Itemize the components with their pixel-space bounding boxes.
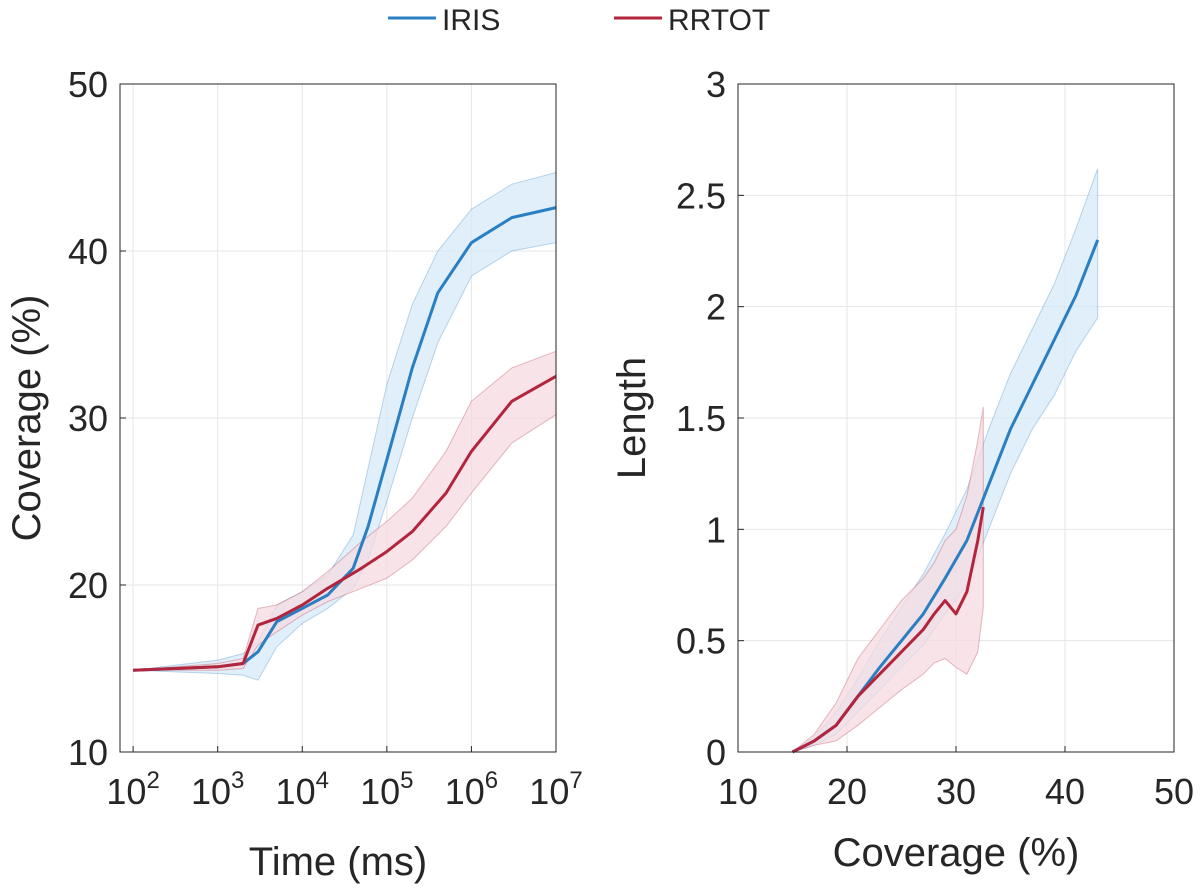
y-tick-label: 1.5 <box>676 398 726 439</box>
x-tick-label: 105 <box>360 767 413 812</box>
lines-right <box>791 239 1100 754</box>
y-tick-label: 2.5 <box>676 175 726 216</box>
x-tick-label: 40 <box>1045 771 1085 812</box>
y-tick-label: 2 <box>706 287 726 328</box>
y-tick-label: 20 <box>68 565 108 606</box>
y-tick-label: 3 <box>706 64 726 105</box>
x-tick-label: 102 <box>106 767 159 812</box>
y-tick-label: 50 <box>68 64 108 105</box>
x-tick-label: 104 <box>276 767 329 812</box>
x-tick-label: 50 <box>1154 771 1194 812</box>
legend: IRIS RRTOT <box>388 4 770 37</box>
y-tick-label: 30 <box>68 398 108 439</box>
iris-band <box>792 168 1099 753</box>
bands-right <box>792 168 1099 753</box>
x-tick-labels-right: 10 20 30 40 50 <box>718 771 1194 812</box>
x-axis-title-right: Coverage (%) <box>833 831 1080 875</box>
axes-box-left <box>119 83 557 753</box>
x-tick-label: 107 <box>529 767 582 812</box>
x-tick-labels-left: 102 103 104 105 106 107 <box>106 767 582 812</box>
y-tick-label: 40 <box>68 231 108 272</box>
y-tick-label: 10 <box>68 732 108 773</box>
x-tick-label: 103 <box>191 767 244 812</box>
y-tick-label: 1 <box>706 509 726 550</box>
x-axis-title-left: Time (ms) <box>249 840 427 884</box>
rrtot-line <box>133 374 557 672</box>
rrtot-band <box>133 350 557 671</box>
y-axis-title-right: Length <box>610 357 654 479</box>
x-tick-label: 30 <box>936 771 976 812</box>
x-tick-label: 10 <box>718 771 758 812</box>
axes-box-right <box>737 83 1175 753</box>
rrtot-line <box>791 506 985 754</box>
legend-iris-label: IRIS <box>442 4 500 37</box>
legend-rrtot-label: RRTOT <box>668 4 770 37</box>
y-axis-title-left: Coverage (%) <box>5 295 49 542</box>
lines-left <box>133 206 557 672</box>
x-tick-label: 20 <box>827 771 867 812</box>
iris-line <box>133 206 557 672</box>
x-tick-label: 106 <box>445 767 498 812</box>
rrtot-band <box>792 406 984 753</box>
y-tick-labels-left: 10 20 30 40 50 <box>68 64 108 773</box>
y-tick-labels-right: 0 0.5 1 1.5 2 2.5 3 <box>676 64 726 773</box>
y-tick-label: 0.5 <box>676 621 726 662</box>
y-tick-label: 0 <box>706 732 726 773</box>
chart-length-vs-coverage: 10 20 30 40 50 0 0.5 1 1.5 2 2.5 3 Coverage (%) Le… <box>610 64 1194 875</box>
